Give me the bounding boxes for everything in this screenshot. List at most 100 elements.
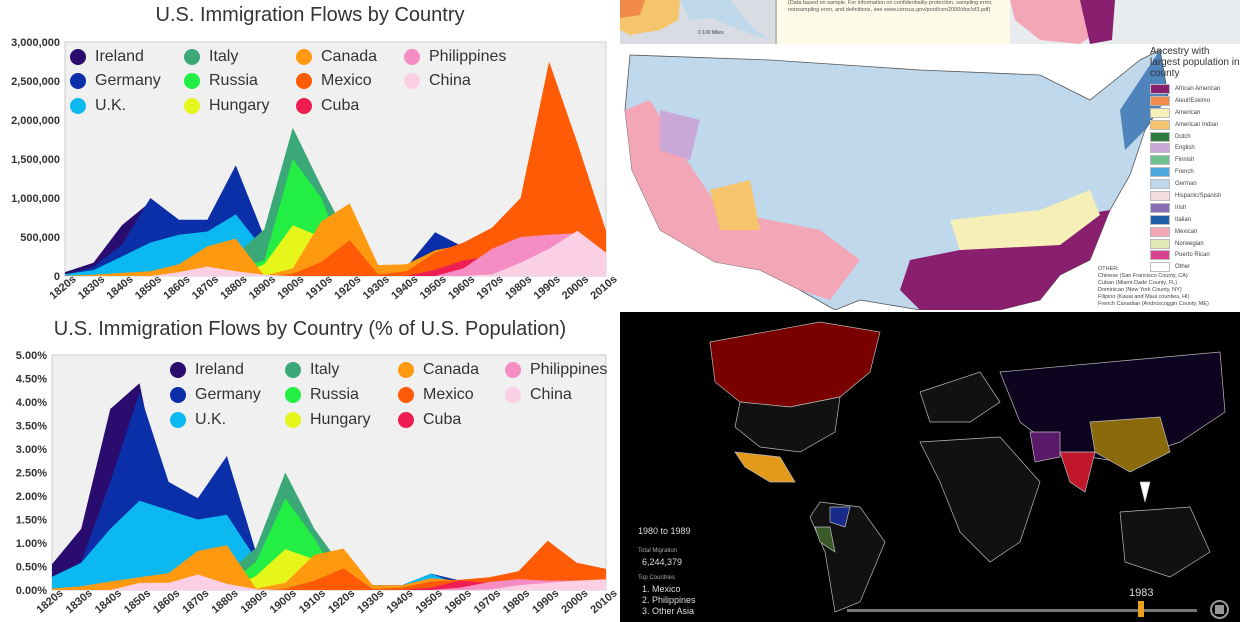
map-legend-item: Other: [1150, 261, 1240, 273]
x-tick-label: 1920s: [326, 587, 357, 616]
map-legend-item: Irish: [1150, 202, 1240, 214]
ancestry-map: (Data based on sample. For information o…: [620, 0, 1240, 310]
legend-item: Hungary: [285, 411, 370, 429]
legend-label: Canada: [423, 361, 480, 378]
x-tick-label: 1860s: [161, 273, 192, 302]
x-tick-label: 2010s: [588, 273, 619, 302]
legend-swatch: [404, 49, 420, 65]
english-region: [660, 110, 700, 160]
y-tick-label: 4.50%: [16, 374, 47, 386]
x-tick-label: 1930s: [355, 587, 386, 616]
map-legend-swatch: [1150, 214, 1170, 225]
y-tick-label: 4.00%: [16, 397, 47, 409]
legend-label: Italy: [209, 48, 239, 65]
legend-label: Ireland: [195, 361, 244, 378]
legend-item: Canada: [398, 361, 479, 379]
legend-label: Germany: [95, 72, 161, 89]
map-legend-item: Dutch: [1150, 131, 1240, 143]
australia-shape: [1119, 506, 1211, 578]
map-legend-item: French: [1150, 166, 1240, 178]
x-tick-label: 1840s: [93, 587, 124, 616]
year-slider-thumb[interactable]: [1138, 601, 1144, 617]
legend-item: Germany: [70, 72, 161, 90]
y-tick-label: 1,000,000: [11, 193, 60, 205]
y-tick-label: 0: [54, 271, 60, 283]
legend-item: Italy: [184, 48, 238, 66]
china-shape: [1089, 416, 1171, 473]
legend-swatch: [505, 387, 521, 403]
x-tick-label: 1970s: [472, 587, 503, 616]
legend-swatch: [404, 73, 420, 89]
legend-label: Russia: [209, 72, 258, 89]
top-country-2: 2. Philippines: [642, 595, 696, 605]
canada-shape: [709, 321, 881, 408]
map-legend-item: German: [1150, 178, 1240, 190]
legend-label: Cuba: [423, 411, 462, 428]
map-legend-swatch: [1150, 83, 1170, 94]
legend-label: Hungary: [310, 411, 371, 428]
map-legend-swatch: [1150, 107, 1170, 118]
top-countries-label: Top Countries: [638, 575, 676, 581]
legend-swatch: [170, 362, 186, 378]
map-legend-label: American Indian: [1175, 121, 1219, 128]
x-tick-label: 1900s: [268, 587, 299, 616]
legend-label: Cuba: [321, 97, 360, 114]
map-legend-label: Mexican: [1175, 228, 1198, 235]
y-tick-label: 2,000,000: [11, 115, 60, 127]
legend-label: Italy: [310, 361, 340, 378]
map-legend-swatch: [1150, 143, 1170, 154]
x-tick-label: 1990s: [530, 587, 561, 616]
y-tick-label: 500,000: [20, 232, 60, 244]
legend-label: Mexico: [321, 72, 372, 89]
legend-item: Cuba: [398, 411, 461, 429]
legend-swatch: [184, 49, 200, 65]
map-legend-item: Norwegian: [1150, 238, 1240, 250]
x-tick-label: 1890s: [239, 587, 270, 616]
x-tick-label: 1990s: [532, 273, 563, 302]
other-note: Cuban (Miami-Dade County, FL): [1098, 280, 1178, 286]
map-legend-label: French: [1175, 169, 1194, 176]
map-legend-label: American: [1175, 109, 1201, 116]
other-note: Filipino (Kauai and Maui counties, HI): [1098, 294, 1190, 300]
alaska-panhandle: [680, 0, 770, 40]
inset-south: [1080, 0, 1115, 44]
map-legend-swatch: [1150, 190, 1170, 201]
total-migration-label: Total Migration: [638, 548, 678, 554]
legend-swatch: [184, 98, 200, 114]
legend-item: Canada: [296, 48, 377, 66]
legend-swatch: [505, 362, 521, 378]
europe-shape: [919, 371, 1001, 423]
map-legend-swatch: [1150, 226, 1170, 237]
map-legend-swatch: [1150, 131, 1170, 142]
inset-divider: [775, 0, 777, 44]
map-legend-swatch: [1150, 202, 1170, 213]
map-legend-swatch: [1150, 250, 1170, 261]
legend-swatch: [285, 412, 301, 428]
x-tick-label: 1960s: [443, 587, 474, 616]
map-legend-label: Norwegian: [1175, 240, 1204, 247]
map-legend-label: African American: [1175, 85, 1221, 92]
top-country-3: 3. Other Asia: [642, 606, 695, 616]
legend-label: Russia: [310, 386, 359, 403]
y-tick-label: 0.00%: [16, 585, 47, 597]
legend-label: Ireland: [95, 48, 144, 65]
map-legend-item: Finnish: [1150, 154, 1240, 166]
legend-swatch: [398, 387, 414, 403]
x-tick-label: 1890s: [247, 273, 278, 302]
map-legend-label: Puerto Rican: [1175, 252, 1210, 259]
mexican-region: [625, 100, 860, 300]
x-tick-label: 1830s: [76, 273, 107, 302]
map-legend-item: Italian: [1150, 214, 1240, 226]
x-tick-label: 1830s: [64, 587, 95, 616]
scale-label: 0 100 Miles: [698, 30, 724, 36]
legend-label: U.K.: [95, 97, 127, 114]
legend-label: U.K.: [195, 411, 227, 428]
year-slider-track[interactable]: [847, 609, 1197, 612]
legend-title: Ancestry with largest population in coun…: [1150, 46, 1240, 79]
stop-button[interactable]: [1210, 600, 1229, 619]
map-legend-item: African American: [1150, 83, 1240, 95]
northeast-region: [1120, 50, 1168, 150]
map-legend-item: Mexican: [1150, 226, 1240, 238]
legend-swatch: [285, 362, 301, 378]
y-tick-label: 5.00%: [16, 350, 47, 362]
